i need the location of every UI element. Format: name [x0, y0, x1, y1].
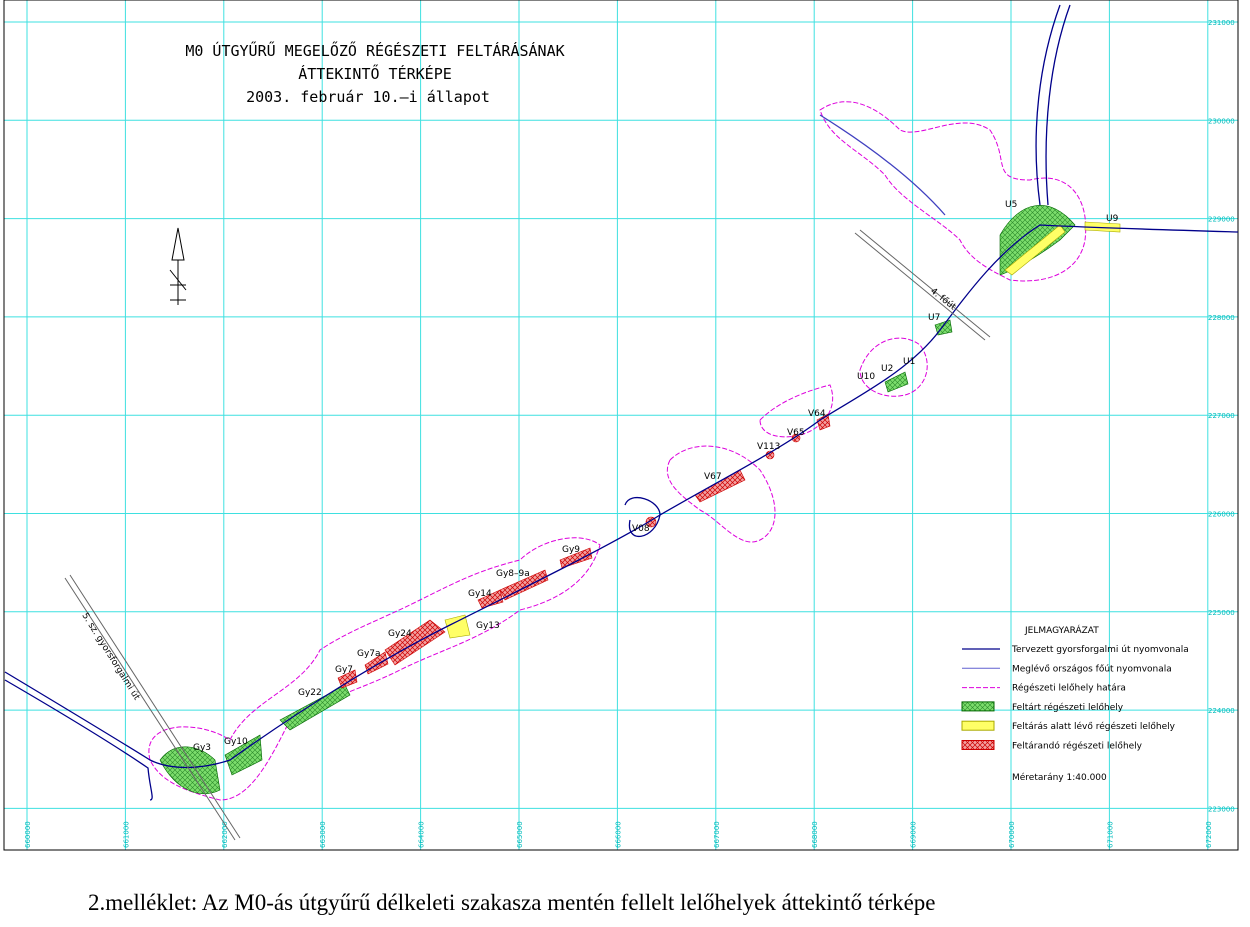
y-grid-label: 223000 — [1208, 805, 1235, 813]
road-label: 4. főút — [928, 286, 958, 312]
railways — [64, 229, 991, 841]
legend-scale: Méretarány 1:40.000 — [1012, 772, 1107, 783]
site-label: U5 — [1005, 200, 1017, 210]
site-label: U2 — [881, 364, 893, 374]
map-title: M0 ÚTGYŰRŰ MEGELŐZŐ RÉGÉSZETI FELTÁRÁSÁN… — [185, 40, 564, 60]
site-label: U7 — [928, 313, 940, 323]
legend-swatch — [961, 701, 995, 712]
y-grid-label: 224000 — [1208, 707, 1235, 715]
site-label: Gy22 — [298, 688, 322, 698]
legend-title: JELMAGYARÁZAT — [1024, 624, 1099, 636]
y-grid-label: 225000 — [1208, 609, 1235, 617]
y-grid-label: 227000 — [1208, 412, 1235, 420]
y-grid-label: 228000 — [1208, 314, 1235, 322]
site-label: V08 — [632, 524, 650, 534]
x-grid-label: 668000 — [811, 821, 819, 848]
map-title: ÁTTEKINTŐ TÉRKÉPE — [298, 63, 452, 83]
x-grid-label: 664000 — [418, 821, 426, 848]
legend-label: Feltárt régészeti lelőhely — [1012, 702, 1124, 713]
site-label: U9 — [1106, 214, 1119, 224]
legend-swatch — [961, 740, 995, 750]
x-grid-label: 672000 — [1205, 821, 1213, 848]
y-grid-label: 230000 — [1208, 117, 1235, 125]
site-label: U10 — [857, 372, 875, 382]
map-frame — [3, 0, 1239, 851]
x-grid-label: 662000 — [221, 821, 229, 848]
north-arrow — [169, 227, 187, 305]
site-label: Gy7 — [335, 665, 353, 675]
site-label: Gy3 — [193, 743, 211, 753]
legend-label: Feltárandó régészeti lelőhely — [1012, 741, 1143, 752]
legend-label: Régészeti lelőhely határa — [1012, 683, 1126, 694]
site-label: Gy14 — [468, 589, 492, 599]
x-grid-label: 667000 — [713, 821, 721, 848]
site-label: Gy7a — [357, 649, 381, 659]
site-label: Gy8–9a — [496, 569, 530, 579]
site-label: V67 — [704, 472, 722, 482]
legend-label: Feltárás alatt lévő régészeti lelőhely — [1012, 721, 1176, 732]
legend-label: Meglévő országos főút nyomvonala — [1012, 663, 1172, 674]
site-label: V113 — [757, 442, 780, 452]
y-grid-label: 231000 — [1208, 19, 1235, 27]
site-label: Gy13 — [476, 621, 500, 631]
x-grid-label: 666000 — [614, 821, 622, 848]
x-grid-label: 661000 — [122, 821, 130, 848]
x-grid-label: 665000 — [516, 821, 524, 848]
site-label: U1 — [903, 357, 915, 367]
x-grid-label: 671000 — [1106, 821, 1114, 848]
map-title: 2003. február 10.–i állapot — [246, 88, 490, 106]
legend-label: Tervezett gyorsforgalmi út nyomvonala — [1011, 645, 1189, 655]
y-grid-label: 229000 — [1208, 216, 1235, 224]
x-grid-label: 660000 — [24, 821, 32, 848]
y-grid-label: 226000 — [1208, 511, 1235, 519]
site-label: V65 — [787, 428, 805, 438]
site-label: Gy24 — [388, 629, 412, 639]
x-grid-label: 670000 — [1008, 821, 1016, 848]
legend: JELMAGYARÁZAT Méretarány 1:40.000 Tervez… — [961, 624, 1189, 783]
road-label: 5. sz. gyorsforgalmi út — [79, 611, 141, 702]
x-grid-label: 663000 — [319, 821, 327, 848]
legend-swatch — [961, 720, 995, 731]
x-grid-label: 669000 — [910, 821, 918, 848]
site-label: Gy10 — [224, 737, 248, 747]
site-label: V64 — [808, 409, 826, 419]
roads — [4, 4, 1239, 801]
site-label: Gy9 — [562, 545, 580, 555]
caption: 2.melléklet: Az M0-ás útgyűrű délkeleti … — [88, 890, 936, 915]
